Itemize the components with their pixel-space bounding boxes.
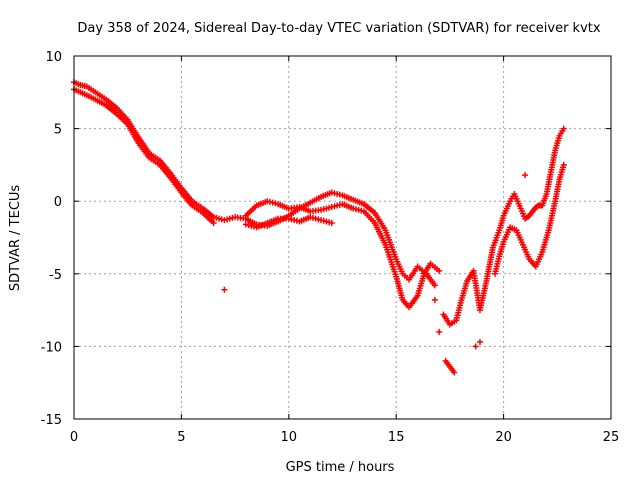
data-point xyxy=(522,172,529,179)
y-tick-label: -5 xyxy=(49,268,62,283)
axis-ticks: 0 5 10 15 20 25 10 5 0 -5 -10 -15 xyxy=(41,50,620,445)
data-point xyxy=(328,219,335,226)
y-tick-label: -15 xyxy=(41,413,62,428)
y-tick-label: 5 xyxy=(54,123,62,138)
series-track-c xyxy=(242,214,335,231)
series-outliers xyxy=(221,172,529,350)
data-point xyxy=(431,296,438,303)
data-point xyxy=(451,369,458,376)
x-tick-label: 0 xyxy=(70,430,78,445)
data-point xyxy=(431,282,438,289)
data-point xyxy=(476,339,483,346)
data-marks xyxy=(71,79,567,376)
series-track-f xyxy=(442,357,458,376)
x-tick-label: 20 xyxy=(495,430,512,445)
series-track-a xyxy=(71,79,438,289)
series-track-b xyxy=(71,86,443,311)
x-tick-label: 15 xyxy=(388,430,405,445)
y-tick-label: 0 xyxy=(54,195,62,210)
data-point xyxy=(560,161,567,168)
x-tick-label: 5 xyxy=(177,430,185,445)
series-track-e xyxy=(492,161,567,277)
x-tick-label: 25 xyxy=(603,430,620,445)
x-tick-label: 10 xyxy=(281,430,298,445)
chart-title: Day 358 of 2024, Sidereal Day-to-day VTE… xyxy=(77,21,600,36)
data-point xyxy=(436,328,443,335)
data-point xyxy=(472,343,479,350)
y-axis-title: SDTVAR / TECUs xyxy=(8,185,23,292)
data-point xyxy=(210,219,217,226)
plot-frame xyxy=(73,55,612,420)
series-track-d xyxy=(440,125,567,328)
x-axis-title: GPS time / hours xyxy=(286,460,395,475)
data-point xyxy=(436,267,443,274)
grid xyxy=(74,56,611,419)
y-tick-label: 10 xyxy=(45,50,62,65)
data-point xyxy=(560,125,567,132)
data-point xyxy=(221,286,228,293)
y-tick-label: -10 xyxy=(41,340,62,355)
